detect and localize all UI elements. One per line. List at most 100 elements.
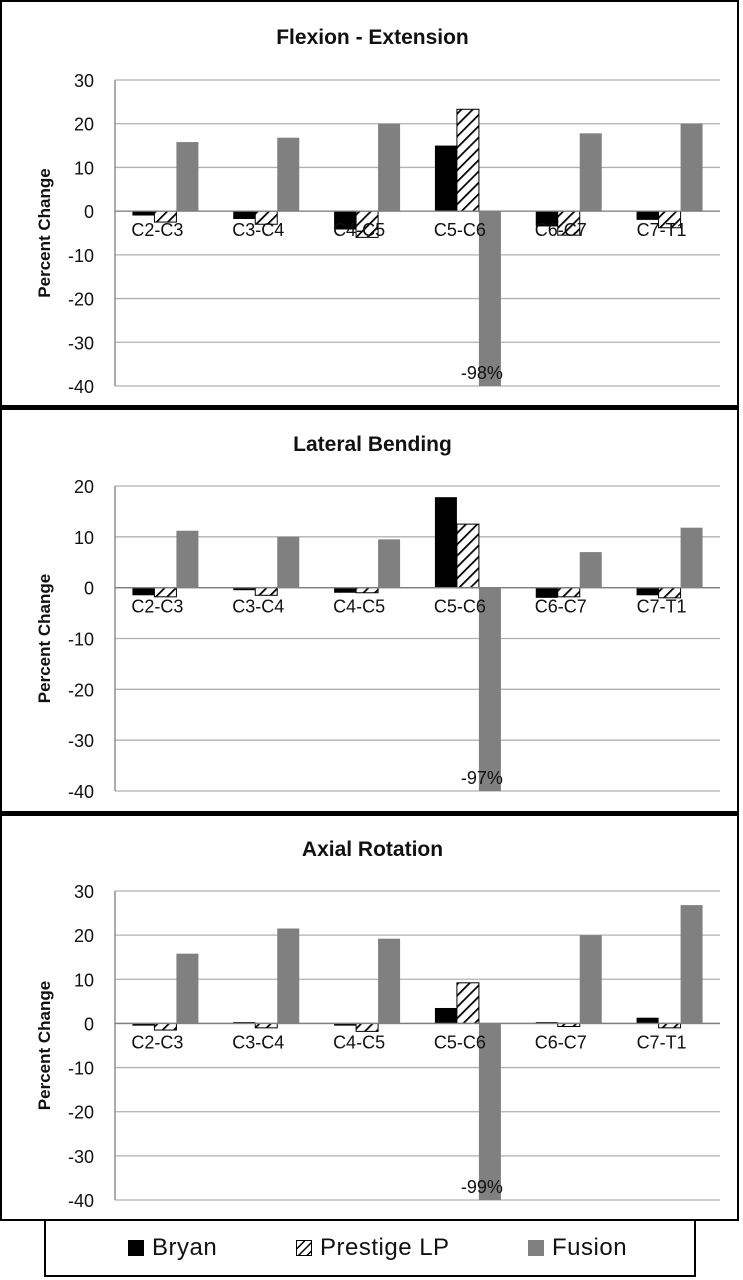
- y-tick-label: 20: [74, 926, 94, 946]
- y-tick-label: 20: [74, 115, 94, 135]
- y-tick-label: 20: [74, 477, 94, 497]
- x-tick-label: C4-C5: [333, 1032, 385, 1052]
- y-tick-label: -10: [68, 246, 94, 266]
- bar-prestige-lp-c5-c6: [456, 982, 480, 1024]
- y-tick-label: 30: [74, 882, 94, 902]
- chart-title-lateral-bending: Lateral Bending: [293, 433, 452, 456]
- bar-fusion-c4-c5: [378, 123, 401, 212]
- y-tick-label: 10: [74, 528, 94, 548]
- y-tick-label: -40: [68, 782, 94, 802]
- legend-swatch-fusion: [528, 1240, 544, 1256]
- bar-prestige-lp-c2-c3: [153, 587, 177, 598]
- x-tick-label: C7-T1: [637, 1032, 687, 1052]
- bar-fusion-c5-c6: [478, 587, 501, 791]
- bar-prestige-lp-c4-c5: [355, 587, 379, 594]
- chart-panel-flexion-extension: Flexion - Extension Percent Change -40 -30 -…: [0, 0, 739, 408]
- x-tick-label: C2-C3: [131, 1032, 183, 1052]
- y-tick-label: 0: [84, 579, 94, 599]
- bar-bryan-c5-c6: [434, 497, 457, 588]
- y-axis-label-flexion-extension: Percent Change: [35, 168, 54, 297]
- bar-bryan-c2-c3: [132, 1023, 155, 1026]
- legend-label-prestige-lp: Prestige LP: [320, 1234, 450, 1261]
- y-tick-label: -20: [68, 680, 94, 700]
- bar-prestige-lp-c7-t1: [658, 1022, 682, 1029]
- y-tick-label: -10: [68, 1059, 94, 1079]
- chart-title-flexion-extension: Flexion - Extension: [276, 26, 469, 49]
- bar-fusion-c2-c3: [176, 142, 199, 212]
- x-tick-label: C4-C5: [333, 597, 385, 617]
- y-tick-label: 0: [84, 202, 94, 222]
- y-tick-label: -20: [68, 290, 94, 310]
- bar-fusion-c3-c4: [277, 536, 300, 588]
- bar-fusion-c7-t1: [680, 527, 703, 588]
- y-tick-label: 10: [74, 158, 94, 178]
- bar-fusion-c3-c4: [277, 137, 300, 212]
- bar-bryan-c2-c3: [132, 211, 155, 216]
- bar-fusion-c5-c6: [478, 1023, 501, 1200]
- y-tick-label: 30: [74, 71, 94, 91]
- y-axis-label-lateral-bending: Percent Change: [35, 574, 54, 703]
- chart-svg-axial-rotation: Axial Rotation Percent Change -40 -30 -20 -10…: [35, 838, 720, 1211]
- bar-fusion-c7-t1: [680, 905, 703, 1024]
- bar-fusion-c4-c5: [378, 539, 401, 588]
- bar-fusion-c7-t1: [680, 123, 703, 212]
- x-tick-label: C6-C7: [535, 1032, 587, 1052]
- y-axis-label-axial-rotation: Percent Change: [35, 981, 54, 1110]
- x-tick-label: C6-C7: [535, 597, 587, 617]
- chart-svg-flexion-extension: Flexion - Extension Percent Change -40 -30 -…: [35, 26, 720, 397]
- x-tick-label: C6-C7: [535, 220, 587, 240]
- bar-fusion-c6-c7: [579, 552, 602, 588]
- legend-label-fusion: Fusion: [552, 1234, 628, 1261]
- bar-prestige-lp-c3-c4: [254, 587, 278, 596]
- bar-bryan-c6-c7: [535, 211, 558, 227]
- x-tick-label: C5-C6: [434, 597, 486, 617]
- bar-bryan-c6-c7: [535, 587, 558, 598]
- y-tick-label: -10: [68, 630, 94, 650]
- bar-prestige-lp-c6-c7: [557, 587, 581, 598]
- bar-fusion-c5-c6: [478, 211, 501, 386]
- x-tick-label: C7-T1: [637, 220, 687, 240]
- x-tick-label: C2-C3: [131, 597, 183, 617]
- bar-bryan-c2-c3: [132, 587, 155, 596]
- legend-swatch-prestige-lp: [296, 1240, 312, 1256]
- chart-title-axial-rotation: Axial Rotation: [302, 838, 443, 861]
- bar-fusion-c4-c5: [378, 938, 401, 1024]
- chart-panel-lateral-bending: Lateral Bending Percent Change -40 -30 -20 -1…: [0, 407, 739, 814]
- bar-bryan-c3-c4: [233, 211, 256, 220]
- y-tick-label: 10: [74, 970, 94, 990]
- y-tick-label: -30: [68, 333, 94, 353]
- bar-bryan-c4-c5: [334, 1023, 357, 1026]
- legend-item-bryan: Bryan: [128, 1221, 217, 1275]
- data-label-annotation: -98%: [461, 363, 503, 383]
- y-tick-label: -20: [68, 1103, 94, 1123]
- bar-bryan-c5-c6: [434, 145, 457, 212]
- y-tick-label: 0: [84, 1014, 94, 1034]
- legend-item-fusion: Fusion: [528, 1221, 627, 1275]
- bar-prestige-lp-c4-c5: [355, 1022, 379, 1032]
- chart-svg-lateral-bending: Lateral Bending Percent Change -40 -30 -20 -1…: [35, 433, 720, 802]
- x-tick-label: C4-C5: [333, 220, 385, 240]
- chart-legend: Bryan Prestige LP Fusion: [44, 1219, 696, 1277]
- legend-label-bryan: Bryan: [152, 1234, 218, 1261]
- y-tick-label: -30: [68, 1147, 94, 1167]
- bar-bryan-c7-t1: [636, 211, 659, 220]
- bar-fusion-c6-c7: [579, 935, 602, 1024]
- bar-fusion-c2-c3: [176, 530, 199, 588]
- bar-fusion-c3-c4: [277, 928, 300, 1024]
- y-tick-label: -30: [68, 731, 94, 751]
- x-tick-label: C2-C3: [131, 220, 183, 240]
- x-tick-label: C7-T1: [637, 597, 687, 617]
- y-tick-label: -40: [68, 1191, 94, 1211]
- legend-swatch-bryan: [128, 1240, 144, 1256]
- bar-bryan-c3-c4: [233, 587, 256, 591]
- bar-prestige-lp-c5-c6: [456, 523, 480, 589]
- x-tick-label: C5-C6: [434, 1032, 486, 1052]
- y-tick-label: -40: [68, 377, 94, 397]
- bar-prestige-lp-c5-c6: [456, 108, 480, 212]
- bar-bryan-c4-c5: [334, 211, 357, 230]
- bar-fusion-c6-c7: [579, 133, 602, 212]
- bar-prestige-lp-c2-c3: [153, 1022, 177, 1031]
- bar-bryan-c5-c6: [434, 1007, 457, 1024]
- bar-prestige-lp-c3-c4: [254, 1022, 278, 1029]
- legend-item-prestige-lp: Prestige LP: [296, 1221, 450, 1275]
